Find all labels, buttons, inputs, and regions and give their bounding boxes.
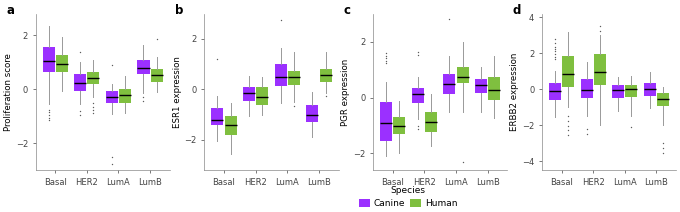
PathPatch shape [88,72,99,84]
PathPatch shape [612,85,624,98]
PathPatch shape [581,79,592,98]
PathPatch shape [288,71,300,85]
Y-axis label: PGR expression: PGR expression [341,58,350,126]
Text: a: a [6,4,14,17]
PathPatch shape [211,108,223,125]
Text: b: b [175,4,183,17]
PathPatch shape [56,55,68,72]
PathPatch shape [151,69,163,82]
PathPatch shape [43,47,54,72]
PathPatch shape [488,77,500,100]
PathPatch shape [626,85,637,97]
PathPatch shape [380,102,392,141]
PathPatch shape [394,117,405,134]
PathPatch shape [74,74,86,91]
PathPatch shape [594,54,606,85]
PathPatch shape [644,83,656,96]
Legend: Canine, Human: Canine, Human [355,182,461,212]
PathPatch shape [443,74,456,94]
Text: d: d [513,4,521,17]
PathPatch shape [306,105,318,122]
PathPatch shape [137,60,150,74]
PathPatch shape [243,87,255,101]
PathPatch shape [425,112,437,132]
PathPatch shape [320,69,332,82]
PathPatch shape [275,64,287,86]
PathPatch shape [562,56,574,86]
PathPatch shape [256,87,269,105]
PathPatch shape [657,92,669,106]
PathPatch shape [119,89,131,103]
PathPatch shape [411,88,424,103]
PathPatch shape [457,67,469,83]
Y-axis label: ERBB2 expression: ERBB2 expression [510,53,520,131]
PathPatch shape [549,83,561,100]
Y-axis label: Proliferation score: Proliferation score [4,53,13,131]
PathPatch shape [224,116,237,135]
PathPatch shape [475,80,487,93]
Y-axis label: ESR1 expression: ESR1 expression [173,56,182,128]
PathPatch shape [106,91,118,103]
Text: c: c [343,4,351,17]
